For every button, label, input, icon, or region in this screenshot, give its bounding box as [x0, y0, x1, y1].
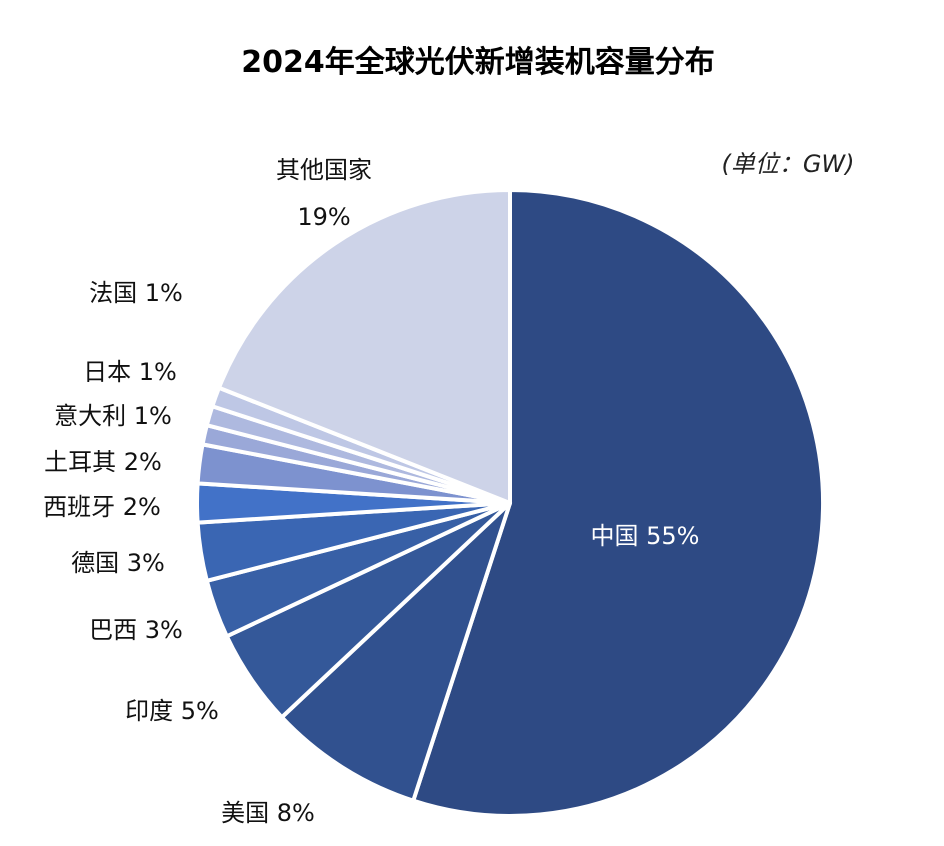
- chart-title: 2024年全球光伏新增装机容量分布: [241, 45, 715, 80]
- pie-labels: 中国 55% 美国 8% 印度 5% 巴西 3% 德国 3% 西班牙 2% 土耳其 2% 意大…: [43, 156, 699, 827]
- slice-label-11: 其他国家: [276, 156, 372, 184]
- unit-note: (单位：GW): [721, 150, 854, 178]
- pie-slice-2: [279, 501, 512, 803]
- slice-label-6: 西班牙 2%: [43, 493, 161, 521]
- slice-label-10: 法国 1%: [89, 279, 183, 307]
- slice-value-label-11: 19%: [297, 203, 350, 231]
- slice-label-3: 印度 5%: [125, 697, 219, 725]
- slice-label-9: 日本 1%: [83, 358, 177, 386]
- slice-label-5: 德国 3%: [71, 549, 165, 577]
- slice-label-1: 中国 55%: [591, 522, 700, 550]
- pie-slice-11: [216, 188, 512, 505]
- slice-label-7: 土耳其 2%: [44, 448, 162, 476]
- slice-label-8: 意大利 1%: [54, 402, 172, 430]
- slice-label-4: 巴西 3%: [89, 616, 183, 644]
- pie-slices: [195, 188, 825, 818]
- pie-slice-1: [411, 188, 825, 818]
- slice-label-2: 美国 8%: [221, 799, 315, 827]
